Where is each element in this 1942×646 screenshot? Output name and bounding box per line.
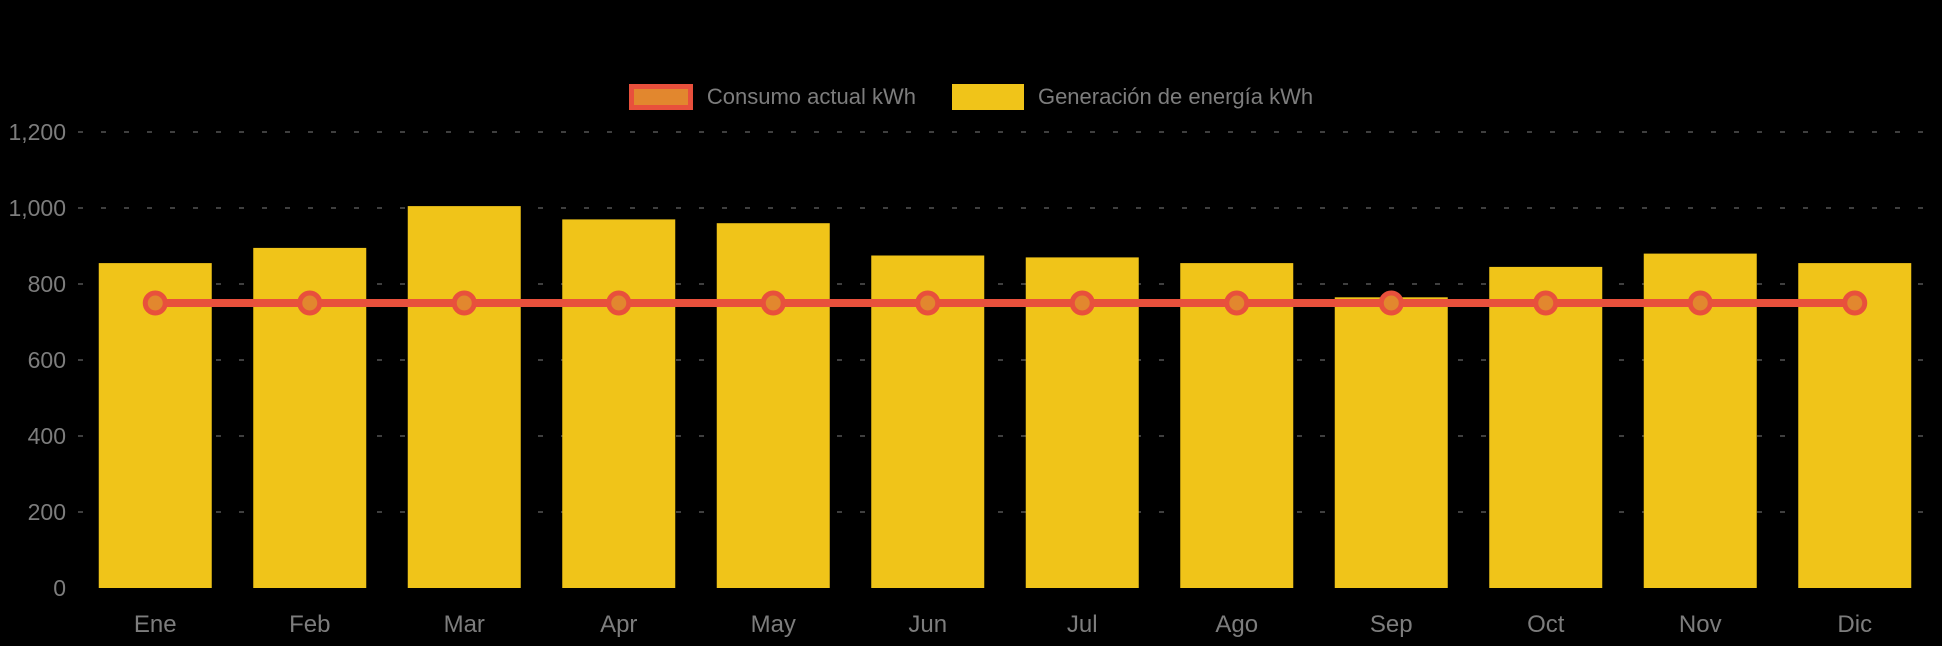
x-axis-tick-label: Jun — [908, 611, 947, 638]
legend-item-generacion[interactable]: Generación de energía kWh — [951, 84, 1314, 110]
bar-oct[interactable] — [1489, 266, 1603, 588]
y-axis-tick-label: 200 — [28, 499, 66, 525]
x-axis-tick-label: Ago — [1215, 611, 1258, 638]
consumption-point-may[interactable] — [760, 290, 786, 316]
consumption-point-sep[interactable] — [1378, 290, 1404, 316]
x-axis-tick-label: Sep — [1370, 611, 1413, 638]
bar-dic[interactable] — [1798, 263, 1912, 588]
y-axis-tick-label: 800 — [28, 271, 66, 297]
y-axis-tick-label: 1,000 — [8, 195, 66, 221]
legend-label-generacion: Generación de energía kWh — [1037, 84, 1314, 109]
consumption-point-jul[interactable] — [1069, 290, 1095, 316]
x-axis-tick-label: Jul — [1067, 611, 1098, 638]
x-axis-tick-label: Oct — [1527, 611, 1565, 638]
bar-ago[interactable] — [1180, 263, 1294, 588]
bar-apr[interactable] — [562, 219, 676, 588]
x-axis-tick-label: Nov — [1679, 611, 1722, 638]
consumption-point-mar[interactable] — [451, 290, 477, 316]
y-axis-tick-label: 600 — [28, 347, 66, 373]
y-axis-tick-label: 1,200 — [8, 119, 66, 145]
consumption-point-apr[interactable] — [606, 290, 632, 316]
legend-swatch-consumo-icon — [628, 84, 693, 110]
y-axis-tick-label: 0 — [53, 575, 66, 601]
bar-mar[interactable] — [407, 206, 521, 588]
x-axis-tick-label: Apr — [600, 611, 637, 638]
x-axis-tick-label: Ene — [134, 611, 177, 638]
consumption-point-jun[interactable] — [915, 290, 941, 316]
legend-item-consumo[interactable]: Consumo actual kWh — [628, 84, 916, 110]
x-axis-tick-label: Dic — [1837, 611, 1872, 638]
x-axis-tick-label: May — [751, 611, 796, 638]
bar-ene[interactable] — [98, 263, 212, 588]
bar-sep[interactable] — [1334, 297, 1448, 588]
x-axis-tick-label: Mar — [444, 611, 485, 638]
consumption-point-dic[interactable] — [1842, 290, 1868, 316]
consumption-point-oct[interactable] — [1533, 290, 1559, 316]
x-axis-tick-label: Feb — [289, 611, 330, 638]
consumption-point-ene[interactable] — [142, 290, 168, 316]
bar-may[interactable] — [716, 223, 830, 588]
y-axis-tick-label: 400 — [28, 423, 66, 449]
consumption-point-feb[interactable] — [297, 290, 323, 316]
consumption-point-nov[interactable] — [1687, 290, 1713, 316]
consumption-point-ago[interactable] — [1224, 290, 1250, 316]
legend-swatch-generacion-icon — [951, 84, 1024, 110]
legend-label-consumo: Consumo actual kWh — [706, 84, 916, 109]
chart-legend: Consumo actual kWh Generación de energía… — [0, 84, 1942, 110]
